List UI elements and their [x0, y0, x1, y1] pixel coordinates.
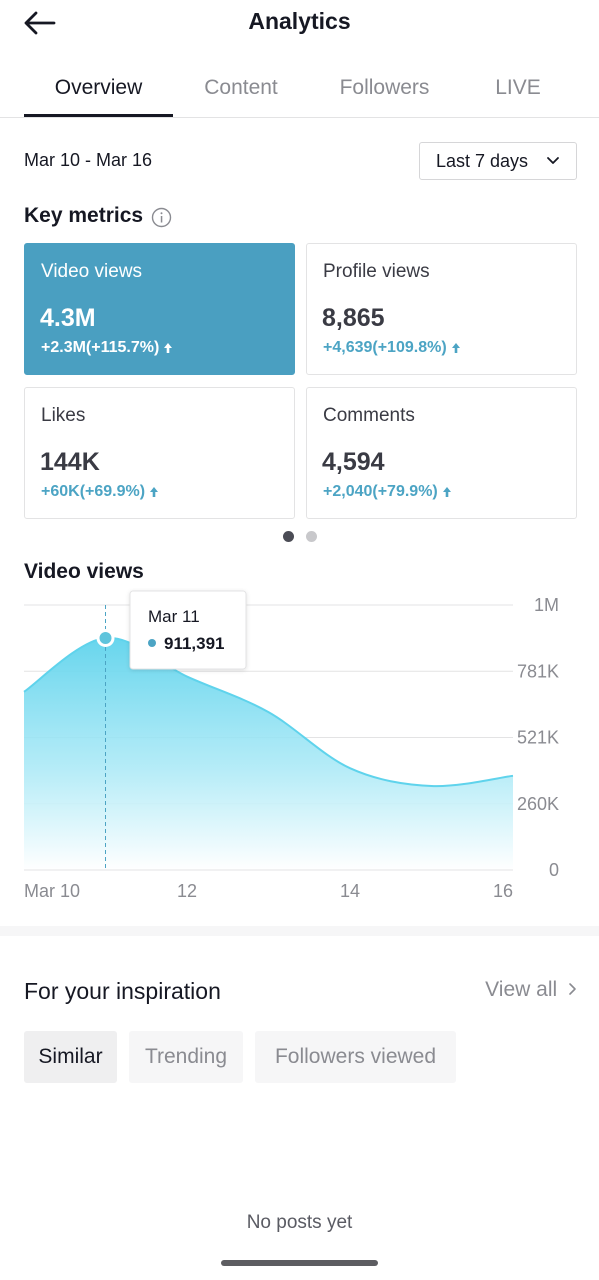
metric-card-likes[interactable]: Likes 144K +60K(+69.9%) [24, 387, 295, 519]
period-dropdown-value: Last 7 days [436, 150, 529, 171]
back-button[interactable] [22, 6, 62, 40]
view-all-label: View all [485, 978, 558, 1001]
arrow-up-icon [164, 343, 173, 353]
y-tick-label: 0 [549, 860, 559, 880]
metric-change: +2,040(+79.9%) [323, 483, 452, 501]
y-tick-label: 1M [534, 595, 559, 615]
metric-value: 4,594 [322, 448, 385, 476]
metric-card-video-views[interactable]: Video views 4.3M +2.3M(+115.7%) [24, 243, 295, 375]
x-tick-label: Mar 10 [24, 881, 80, 901]
info-circle-icon[interactable] [151, 207, 172, 228]
tab-bar: Overview Content Followers LIVE [0, 66, 599, 118]
chevron-right-icon [569, 983, 576, 995]
page-dot-active[interactable] [283, 531, 294, 542]
x-tick-label: 14 [340, 881, 360, 901]
arrow-up-icon [451, 343, 460, 353]
view-all-link[interactable]: View all [485, 978, 577, 1002]
x-tick-label: 16 [493, 881, 513, 901]
section-divider [0, 926, 599, 936]
page-dot[interactable] [306, 531, 317, 542]
page-title: Analytics [248, 8, 351, 34]
metric-change-text: +60K(+69.9%) [41, 483, 146, 500]
y-tick-label: 521K [517, 728, 559, 748]
chip-followers-viewed[interactable]: Followers viewed [255, 1031, 456, 1083]
arrow-left-icon [24, 11, 56, 35]
metrics-pagination [283, 531, 317, 542]
key-metrics-title: Key metrics [24, 204, 144, 227]
date-range: Mar 10 - Mar 16 [24, 150, 153, 170]
metric-value: 4.3M [40, 304, 96, 332]
metric-change: +4,639(+109.8%) [323, 339, 461, 357]
tooltip-box [129, 590, 247, 670]
metric-label: Profile views [323, 261, 430, 282]
metric-card-profile-views[interactable]: Profile views 8,865 +4,639(+109.8%) [306, 243, 577, 375]
metric-label: Video views [41, 261, 143, 282]
y-tick-label: 260K [517, 794, 559, 814]
arrow-up-icon [150, 487, 159, 497]
highlight-point[interactable] [99, 631, 112, 644]
metric-change-text: +2.3M(+115.7%) [41, 339, 160, 356]
tooltip-series-dot [148, 639, 156, 647]
tab-overview[interactable]: Overview [54, 76, 143, 99]
arrow-up-icon [442, 487, 451, 497]
metric-change: +2.3M(+115.7%) [41, 339, 173, 357]
tab-content[interactable]: Content [204, 76, 278, 99]
tab-live[interactable]: LIVE [495, 76, 541, 99]
chevron-down-icon [547, 157, 559, 164]
inspiration-title: For your inspiration [24, 978, 221, 1004]
metric-value: 144K [40, 448, 100, 476]
chip-trending[interactable]: Trending [129, 1031, 243, 1083]
metric-label: Comments [323, 405, 415, 426]
chip-similar[interactable]: Similar [24, 1031, 117, 1083]
y-tick-label: 781K [517, 661, 559, 681]
metric-change-text: +4,639(+109.8%) [323, 339, 447, 356]
home-indicator [221, 1260, 378, 1266]
metric-card-comments[interactable]: Comments 4,594 +2,040(+79.9%) [306, 387, 577, 519]
chart-title: Video views [24, 560, 144, 583]
x-tick-label: 12 [177, 881, 197, 901]
metric-change: +60K(+69.9%) [41, 483, 159, 501]
tooltip-value: 911,391 [164, 634, 225, 653]
metric-label: Likes [41, 405, 86, 426]
video-views-chart[interactable]: 1M 781K 521K 260K 0 Mar 10 12 14 16 Mar 11 911,39… [0, 588, 599, 908]
metric-change-text: +2,040(+79.9%) [323, 483, 438, 500]
top-bar: Analytics [0, 0, 599, 46]
tab-followers[interactable]: Followers [339, 76, 430, 99]
tooltip-date: Mar 11 [148, 607, 200, 626]
metric-value: 8,865 [322, 304, 385, 332]
area-fill [24, 637, 513, 870]
active-tab-indicator [24, 114, 173, 117]
period-dropdown[interactable]: Last 7 days [419, 142, 577, 180]
empty-state-text: No posts yet [246, 1212, 353, 1233]
